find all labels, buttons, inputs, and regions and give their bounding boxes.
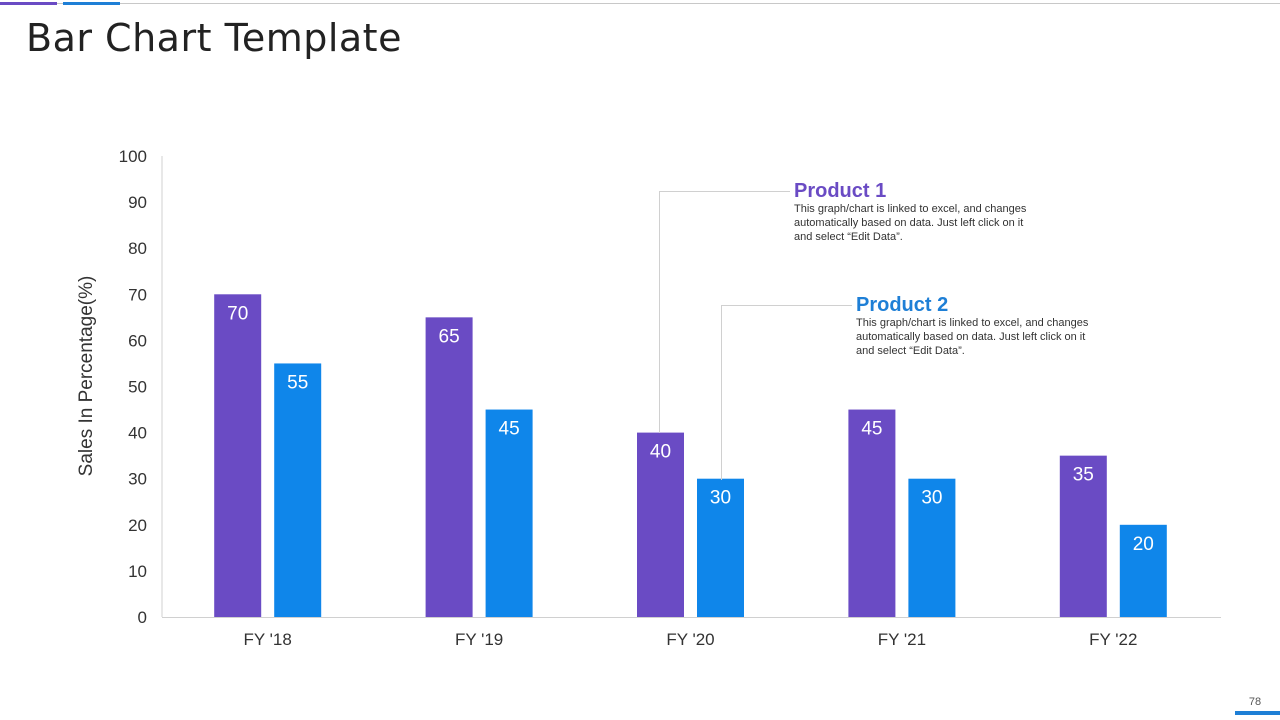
bar-data-label: 30 bbox=[710, 488, 731, 509]
x-axis-ticks: FY '18 FY '19 FY '20 FY '21 FY '22 bbox=[244, 630, 1138, 649]
y-tick-label: 40 bbox=[128, 424, 147, 443]
y-tick-label: 30 bbox=[128, 470, 147, 489]
bar-data-label: 40 bbox=[650, 442, 671, 463]
x-tick-label: FY '18 bbox=[244, 630, 292, 649]
bar-product-2-3[interactable] bbox=[908, 478, 956, 617]
bar-product-1-1[interactable] bbox=[425, 317, 473, 617]
callout-description: This graph/chart is linked to excel, and… bbox=[794, 203, 1027, 243]
y-tick-label: 50 bbox=[128, 378, 147, 397]
accent-line-blue bbox=[63, 2, 120, 5]
x-tick-label: FY '19 bbox=[455, 630, 503, 649]
callout-leader-line-product-2 bbox=[721, 305, 852, 480]
callout-description: This graph/chart is linked to excel, and… bbox=[856, 317, 1089, 357]
x-tick-label: FY '21 bbox=[878, 630, 926, 649]
bar-data-label: 30 bbox=[921, 488, 942, 509]
y-tick-label: 60 bbox=[128, 331, 147, 350]
y-tick-label: 100 bbox=[119, 147, 147, 166]
bar-product-1-0[interactable] bbox=[214, 294, 262, 617]
bar-data-label: 55 bbox=[287, 372, 308, 393]
bar-product-1-3[interactable] bbox=[848, 409, 896, 617]
bar-product-1-2[interactable] bbox=[637, 432, 684, 617]
y-tick-label: 70 bbox=[128, 285, 147, 304]
bar-data-label: 70 bbox=[227, 303, 248, 324]
bar-product-1-4[interactable] bbox=[1059, 455, 1107, 617]
y-tick-label: 90 bbox=[128, 193, 147, 212]
y-axis-ticks: 0 10 20 30 40 50 60 70 80 90 100 bbox=[119, 147, 147, 627]
bars: 70 55 65 45 40 30 45 30 35 20 bbox=[214, 294, 1167, 617]
callout-title: Product 1 bbox=[794, 180, 887, 202]
callout-product-1: Product 1 This graph/chart is linked to … bbox=[794, 180, 1034, 244]
bar-product-2-2[interactable] bbox=[697, 478, 744, 617]
x-tick-label: FY '22 bbox=[1089, 630, 1137, 649]
bar-data-label: 45 bbox=[499, 419, 520, 440]
page-number: 78 bbox=[1248, 696, 1262, 708]
bar-product-2-0[interactable] bbox=[274, 363, 322, 617]
y-axis-label: Sales In Percentage(%) bbox=[76, 276, 97, 477]
bar-data-label: 20 bbox=[1133, 534, 1154, 555]
page-title: Bar Chart Template bbox=[26, 16, 402, 60]
y-tick-label: 10 bbox=[128, 562, 147, 581]
y-tick-label: 20 bbox=[128, 516, 147, 535]
bar-data-label: 35 bbox=[1073, 465, 1094, 486]
callout-title: Product 2 bbox=[856, 294, 949, 316]
callout-product-2: Product 2 This graph/chart is linked to … bbox=[856, 294, 1096, 358]
bar-data-label: 45 bbox=[861, 419, 882, 440]
bar-product-2-1[interactable] bbox=[485, 409, 533, 617]
x-tick-label: FY '20 bbox=[666, 630, 714, 649]
callout-leader-line-product-1 bbox=[659, 191, 790, 433]
bar-data-label: 65 bbox=[439, 326, 460, 347]
page-number-underline bbox=[1235, 711, 1280, 715]
accent-line-purple bbox=[0, 2, 57, 5]
y-tick-label: 0 bbox=[138, 608, 147, 627]
bar-product-2-4[interactable] bbox=[1119, 524, 1167, 617]
top-divider-line bbox=[0, 3, 1280, 4]
y-tick-label: 80 bbox=[128, 239, 147, 258]
